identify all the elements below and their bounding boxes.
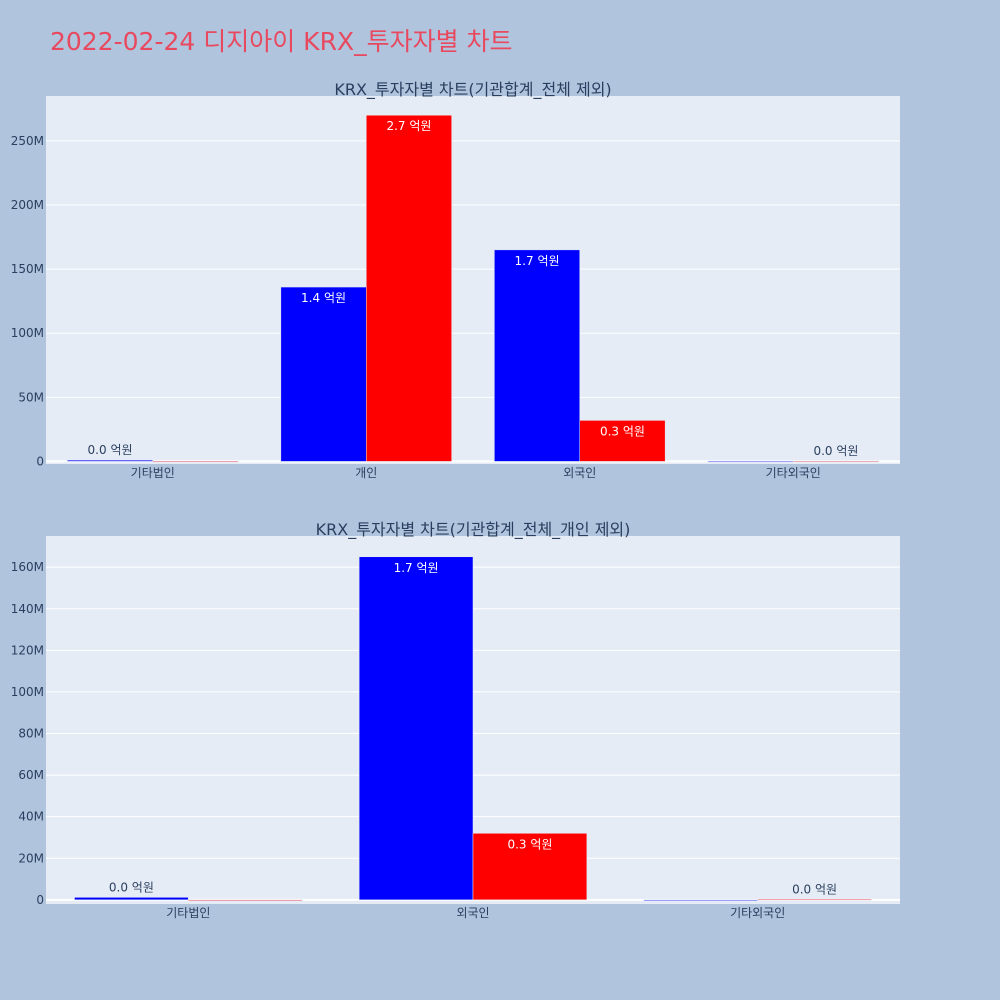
data-label: 2.7 억원 — [386, 119, 431, 133]
bar — [757, 899, 872, 901]
y-tick-label: 150M — [11, 262, 44, 276]
bar — [74, 897, 189, 901]
y-tick-label: 20M — [18, 851, 44, 865]
y-tick-label: 120M — [11, 643, 44, 657]
bar — [67, 459, 153, 462]
x-tick-label: 기타법인 — [131, 466, 175, 480]
y-tick-label: 40M — [18, 810, 44, 824]
data-label: 1.7 억원 — [394, 561, 439, 575]
bar — [793, 460, 879, 463]
plot-area — [46, 96, 900, 464]
x-tick-label: 개인 — [355, 466, 377, 480]
y-tick-label: 100M — [11, 326, 44, 340]
data-label: 0.3 억원 — [507, 837, 552, 851]
page-title: 2022-02-24 디지아이 KRX_투자자별 차트 — [50, 27, 513, 56]
bar — [280, 286, 367, 462]
chart-top: KRX_투자자별 차트(기관합계_전체 제외) 0 50M 100M 150M 200M 2… — [11, 80, 900, 480]
y-tick-label: 250M — [11, 134, 44, 148]
data-label: 1.7 억원 — [515, 254, 560, 268]
y-tick-label: 80M — [18, 727, 44, 741]
data-label: 0.0 억원 — [792, 882, 837, 896]
data-label: 0.0 억원 — [813, 444, 858, 458]
bar — [472, 833, 588, 901]
y-tick-label: 140M — [11, 602, 44, 616]
y-tick-label: 60M — [18, 768, 44, 782]
data-label: 0.3 억원 — [600, 424, 645, 438]
bar — [152, 461, 239, 463]
bar — [579, 420, 666, 462]
x-tick-label: 기타외국인 — [730, 906, 785, 920]
chart-title: KRX_투자자별 차트(기관합계_전체 제외) — [334, 80, 611, 100]
x-tick-label: 외국인 — [563, 466, 596, 480]
chart-bottom: KRX_투자자별 차트(기관합계_전체_개인 제외) 0 20M 40M 60M 80M 1… — [11, 520, 900, 920]
y-tick-label: 0 — [36, 454, 44, 468]
bar — [643, 899, 758, 901]
bar — [358, 556, 474, 901]
chart-title: KRX_투자자별 차트(기관합계_전체_개인 제외) — [316, 520, 631, 540]
bar — [366, 114, 452, 462]
y-tick-label: 0 — [36, 893, 44, 907]
bar — [494, 249, 581, 462]
x-tick-label: 외국인 — [456, 906, 489, 920]
y-tick-label: 100M — [11, 685, 44, 699]
x-tick-label: 기타법인 — [166, 906, 210, 920]
data-label: 0.0 억원 — [109, 880, 154, 894]
data-label: 0.0 억원 — [88, 443, 133, 457]
y-tick-label: 160M — [11, 560, 44, 574]
y-tick-label: 200M — [11, 198, 44, 212]
x-tick-label: 기타외국인 — [766, 466, 821, 480]
data-label: 1.4 억원 — [301, 291, 346, 305]
bar — [188, 899, 303, 901]
y-tick-label: 50M — [18, 390, 44, 404]
